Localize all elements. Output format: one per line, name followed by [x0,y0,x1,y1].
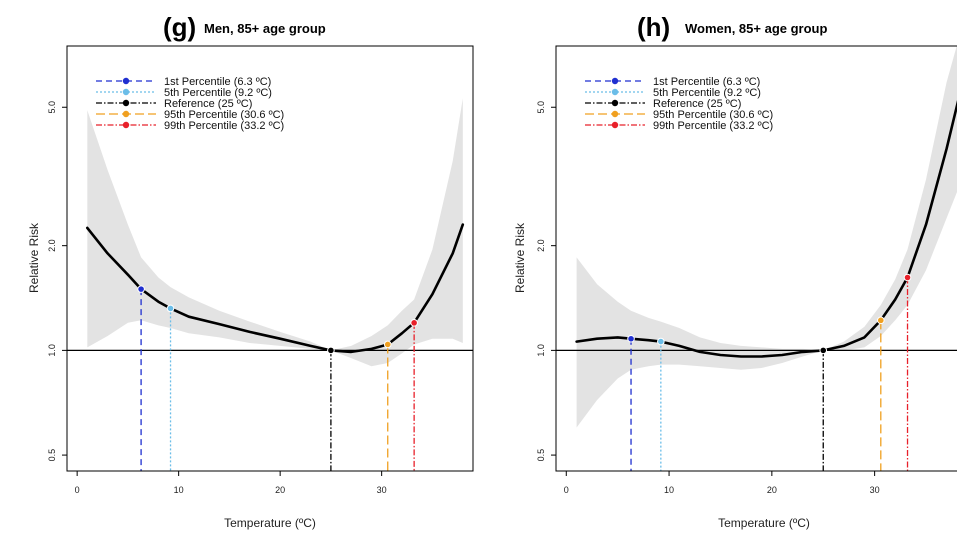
x-tick-label: 10 [174,485,184,495]
percentile-point [410,319,418,327]
percentile-point [903,273,912,282]
legend-marker [122,121,130,129]
percentile-point [819,346,828,355]
legend-marker [611,88,619,96]
legend-marker [122,77,130,85]
percentile-point [327,346,335,355]
percentile-point [657,337,665,346]
legend-marker [122,110,130,118]
x-tick-label: 20 [767,485,777,495]
x-tick-label: 20 [275,485,285,495]
legend-marker [122,88,130,96]
y-tick-label: 5.0 [47,101,57,114]
legend-label: 95th Percentile (30.6 ºC) [164,109,284,121]
x-axis-title: Temperature (ºC) [224,516,316,530]
percentile-point [383,340,392,349]
percentile-point [137,285,145,293]
legend-label: 99th Percentile (33.2 ºC) [164,120,284,132]
legend-label: Reference (25 ºC) [653,98,741,110]
y-tick-label: 1.0 [47,344,57,357]
confidence-band [87,98,463,367]
axes-layer: 0 10 20 30 0.5 1.0 2.0 5.0 [536,101,880,495]
panel-title: Men, 85+ age group [204,21,326,36]
legend-label: 95th Percentile (30.6 ºC) [653,109,773,121]
legend: 1st Percentile (6.3 ºC)5th Percentile (9… [585,76,773,132]
plot-frame [555,45,957,472]
axes-layer: 0 10 20 30 0.5 1.0 2.0 5.0 [47,101,387,495]
percentile-point [877,316,885,325]
legend-marker [611,99,619,107]
marks-layer [556,99,957,471]
legend-label: 5th Percentile (9.2 ºC) [164,87,272,99]
y-axis-title: Relative Risk [513,222,527,293]
y-axis-title: Relative Risk [27,222,41,293]
panel-g: (g) Men, 85+ age group 0 10 20 30 0.5 1.0 2.0 5… [27,12,474,530]
legend-label: 5th Percentile (9.2 ºC) [653,87,761,99]
x-tick-label: 0 [564,485,569,495]
percentile-point [627,334,635,343]
legend: 1st Percentile (6.3 ºC)5th Percentile (9… [96,76,284,132]
x-axis-title: Temperature (ºC) [718,516,810,530]
legend-label: 1st Percentile (6.3 ºC) [164,76,271,88]
percentile-point [166,304,175,313]
panel-letter: (g) [163,12,196,42]
legend-marker [611,121,619,129]
confidence-band [576,46,957,428]
panel-h: (h) Women, 85+ age group 0 10 20 30 0.5 1.0 2.… [513,12,957,530]
ci-band-layer [87,98,463,367]
x-tick-label: 10 [664,485,674,495]
legend-marker [122,99,130,107]
plot-frame [66,45,474,472]
y-tick-label: 2.0 [536,239,546,252]
marks-layer [67,223,473,471]
y-tick-label: 2.0 [47,239,57,252]
x-tick-label: 30 [870,485,880,495]
panel-title: Women, 85+ age group [685,21,827,36]
legend-label: Reference (25 ºC) [164,98,252,110]
legend-marker [611,77,619,85]
x-tick-label: 30 [377,485,387,495]
legend-marker [611,110,619,118]
y-tick-label: 5.0 [536,101,546,114]
rr-curve [575,99,957,358]
legend-label: 1st Percentile (6.3 ºC) [653,76,760,88]
legend-label: 99th Percentile (33.2 ºC) [653,120,773,132]
x-tick-label: 0 [75,485,80,495]
ci-band-layer [576,46,957,428]
y-tick-label: 0.5 [536,449,546,462]
y-tick-label: 1.0 [536,344,546,357]
panel-letter: (h) [637,12,670,42]
y-tick-label: 0.5 [47,449,57,462]
